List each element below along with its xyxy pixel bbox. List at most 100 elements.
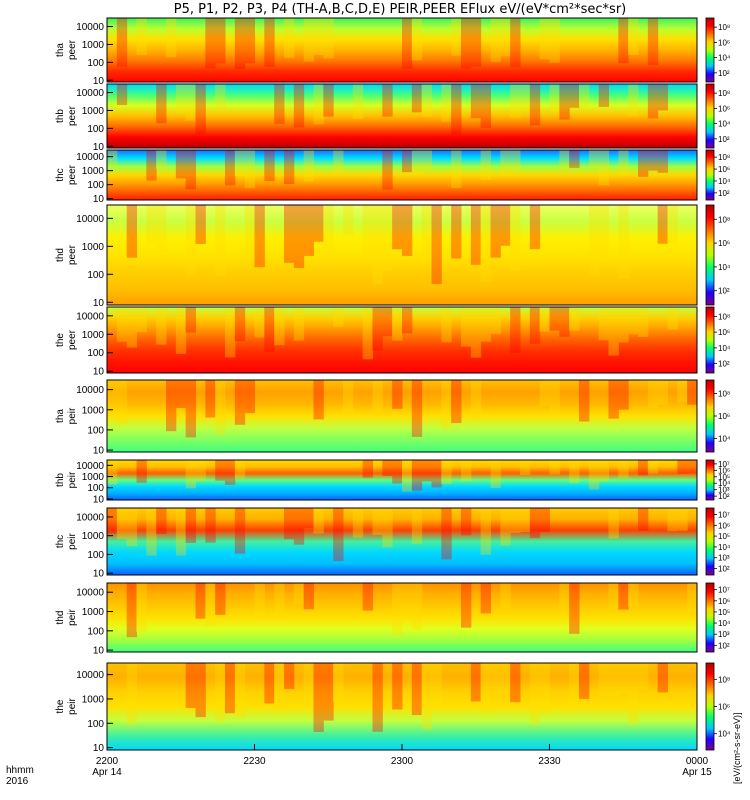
y-tick-label: 1000 (82, 472, 105, 483)
panel-thd-peer: 10 100 1000 10000 thd peer 10² 10⁴ 10⁶ 10⁸ (55, 204, 731, 309)
texture-strip (136, 307, 147, 333)
y-tick-label: 10000 (76, 670, 104, 681)
colorbar-tick-label: 10⁸ (718, 312, 730, 321)
colorbar (705, 662, 715, 751)
texture-strip (657, 380, 668, 405)
texture-strip (618, 150, 629, 176)
texture-strip (303, 663, 314, 708)
texture-strip (116, 18, 128, 67)
texture-strip (205, 508, 216, 543)
colorbar-tick-label: 10⁶ (718, 104, 730, 113)
texture-strip (559, 583, 570, 618)
texture-strip (264, 150, 275, 182)
y-tick-label: 10000 (76, 22, 104, 33)
y-label-probe: thd (55, 611, 66, 625)
y-tick-label: 1000 (82, 694, 105, 705)
x-subtick-label: Apr 14 (92, 767, 122, 778)
colorbar-tick-label: 10⁸ (718, 675, 730, 684)
texture-strip (480, 150, 491, 180)
texture-strip (185, 205, 196, 277)
texture-strip (392, 205, 403, 250)
texture-strip (215, 84, 226, 109)
x-tick-label: 2330 (538, 756, 561, 767)
texture-strip (588, 205, 600, 276)
texture-strip (559, 84, 570, 120)
texture-strip (647, 380, 659, 408)
y-tick-label: 10 (93, 367, 105, 378)
texture-strip (185, 508, 196, 543)
colorbar-tick-label: 10² (718, 492, 730, 501)
texture-strip (362, 460, 373, 478)
panel-the-peir: 10 100 1000 10000 the peir 10⁴ 10⁶ 10⁸ (55, 662, 731, 754)
texture-strip (372, 663, 383, 732)
texture-strip (362, 583, 373, 611)
colorbar-tick-label: 10⁴ (718, 177, 731, 186)
texture-strip (500, 18, 511, 57)
panel-frame (106, 582, 698, 653)
texture-strip (156, 508, 167, 535)
y-tick-label: 10000 (76, 152, 104, 163)
texture-strip (225, 460, 236, 485)
texture-strip (205, 380, 216, 418)
texture-strip (254, 307, 265, 338)
texture-strip (382, 307, 393, 337)
texture-strip (520, 84, 531, 111)
texture-strip (323, 18, 334, 59)
panel-frame (106, 306, 698, 374)
panel-frame (106, 17, 698, 83)
y-tick-label: 1000 (82, 166, 105, 177)
texture-strip (470, 663, 482, 702)
colorbar-tick-label: 10⁴ (718, 54, 731, 63)
texture-strip (638, 663, 649, 690)
texture-strip (569, 663, 580, 710)
x-label-year: 2016 (6, 776, 29, 787)
texture-strip (638, 150, 649, 177)
texture-strip (529, 663, 541, 725)
texture-strip (411, 663, 423, 716)
texture-strip (411, 508, 423, 544)
panel-frame (106, 379, 698, 453)
texture-strip (549, 84, 560, 113)
colorbar-tick-label: 10² (718, 69, 730, 78)
texture-strip (667, 205, 678, 244)
colorbar-tick-label: 10⁴ (718, 619, 731, 628)
texture-strip (421, 205, 432, 264)
spectrogram-tha-peer (107, 18, 697, 82)
panel-frame (106, 204, 698, 306)
colorbar-tick-label: 10³ (718, 554, 730, 563)
texture-strip (647, 150, 659, 171)
texture-strip (411, 380, 423, 437)
texture-strip (618, 460, 629, 479)
texture-strip (195, 205, 206, 244)
texture-strip (520, 460, 531, 475)
texture-strip (598, 84, 609, 107)
texture-strip (274, 663, 285, 711)
texture-strip (382, 84, 393, 117)
colorbar (705, 507, 715, 576)
texture-strip (372, 508, 383, 535)
y-tick-label: 100 (87, 483, 104, 494)
texture-strip (687, 380, 698, 405)
texture-strip (441, 380, 452, 430)
texture-strip (677, 460, 688, 474)
texture-strip (382, 150, 393, 190)
texture-strip (284, 205, 295, 263)
x-tick-label: 2200 (96, 756, 119, 767)
texture-strip (500, 508, 511, 546)
texture-strip (352, 508, 364, 538)
texture-strip (107, 150, 118, 167)
texture-strip (421, 84, 432, 117)
texture-strip (461, 583, 472, 628)
texture-strip (313, 663, 324, 732)
texture-strip (136, 583, 147, 633)
texture-strip (431, 663, 442, 709)
texture-strip (234, 380, 246, 425)
y-tick-label: 10000 (76, 385, 104, 396)
y-tick-label: 100 (87, 348, 104, 359)
texture-strip (421, 663, 432, 730)
panel-thc-peir: 10 100 1000 10000 thc peir 10² 10³ 10⁴ 10⁵ 10⁶ 10⁷ (55, 507, 731, 580)
colorbar-tick-label: 10⁸ (718, 215, 730, 224)
texture-strip (254, 583, 265, 619)
